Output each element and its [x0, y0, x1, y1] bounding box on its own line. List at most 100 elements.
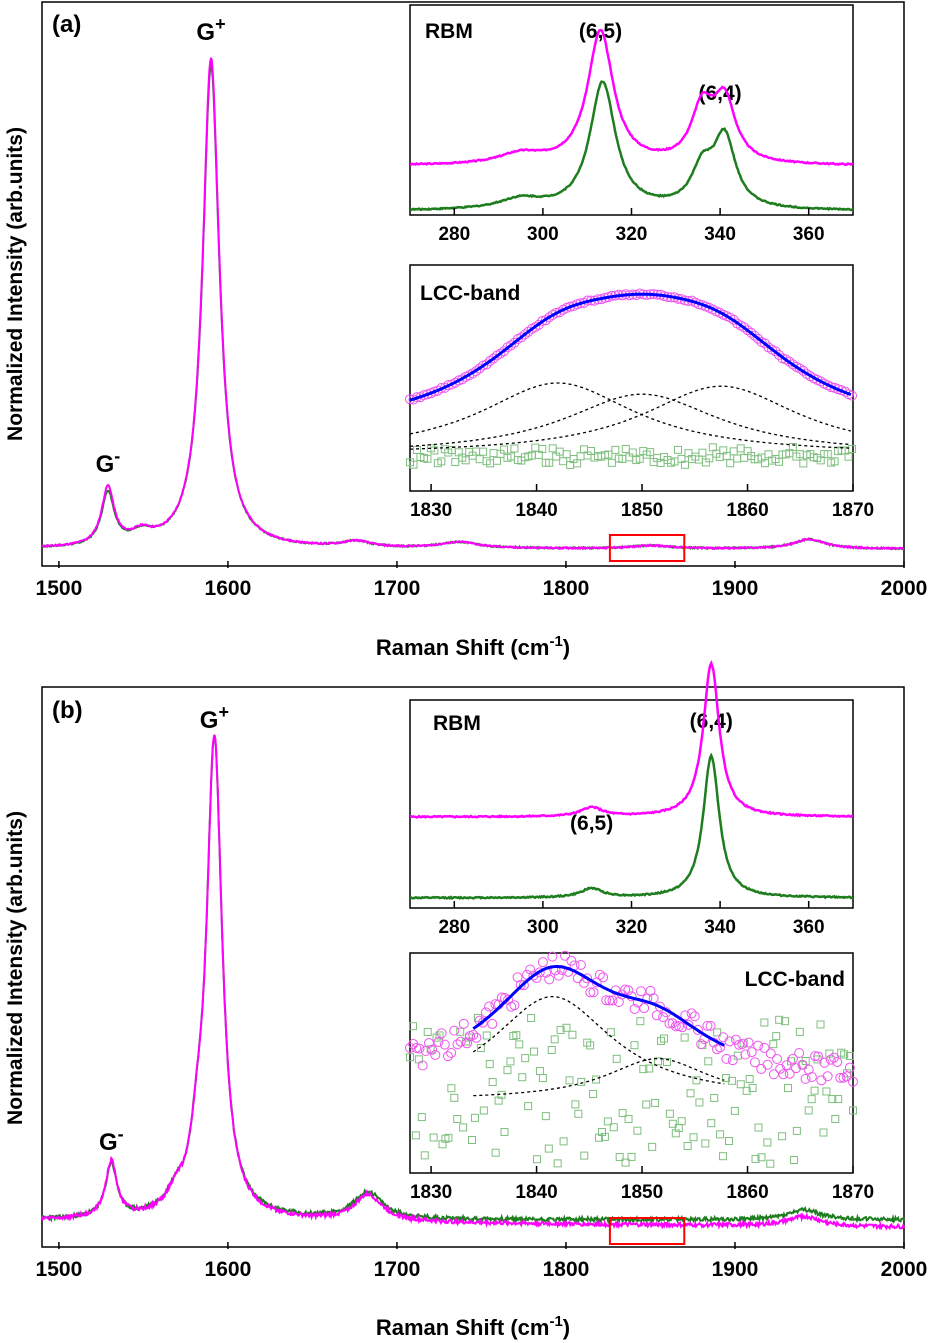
- b-rbm-x-tick-label-4: 360: [793, 917, 825, 938]
- b-lcc-green-point-95: [686, 1089, 695, 1098]
- b-lcc-green-point-21: [468, 1135, 477, 1144]
- b-lcc-magenta-point-35: [515, 979, 526, 990]
- b-lcc-magenta-point-58: [588, 987, 599, 998]
- b-lcc-green-point-71: [615, 1153, 624, 1162]
- b-lcc-green-point-27: [485, 1060, 494, 1069]
- panel-b-rbm-peak-label-64: (6,4): [690, 710, 733, 733]
- panel-a-lcc-green-points: [406, 443, 857, 469]
- b-lcc-magenta-point-136: [835, 1072, 846, 1083]
- a-lcc-green-point-113: [799, 459, 808, 468]
- b-lcc-magenta-point-56: [582, 973, 593, 984]
- b-lcc-magenta-point-79: [654, 1001, 665, 1012]
- b-lcc-green-point-88: [665, 1109, 674, 1118]
- panel-a-rbm-magenta-spectrum: [409, 28, 854, 167]
- a-lcc-green-point-92: [726, 459, 735, 468]
- b-lcc-green-point-64: [595, 1133, 604, 1142]
- a-lcc-green-point-110: [788, 443, 797, 452]
- b-lcc-magenta-point-84: [670, 1021, 681, 1032]
- b-lcc-green-point-107: [722, 1074, 731, 1083]
- b-lcc-magenta-point-140: [848, 1076, 858, 1087]
- b-lcc-green-point-126: [778, 1132, 787, 1141]
- b-lcc-green-point-82: [648, 1142, 657, 1151]
- b-lcc-magenta-point-38: [525, 964, 536, 975]
- b-lcc-green-point-119: [757, 1153, 766, 1162]
- b-lcc-magenta-point-10: [436, 1028, 447, 1039]
- a-lcc-magenta-point-34: [523, 326, 534, 337]
- a-lcc-magenta-point-26: [495, 348, 506, 359]
- b-lcc-green-point-75: [627, 1152, 636, 1161]
- b-lcc-green-point-60: [583, 1038, 592, 1047]
- b-lcc-magenta-point-119: [781, 1060, 792, 1071]
- a-lcc-x-tick-label-2: 1850: [621, 500, 663, 521]
- panel-b-lcc-magenta-points: [405, 950, 858, 1087]
- b-lcc-x-tick-label-1: 1840: [515, 1182, 557, 1203]
- a-lcc-magenta-point-36: [530, 322, 541, 333]
- b-lcc-green-point-45: [538, 1074, 547, 1083]
- b-lcc-green-point-117: [751, 1154, 760, 1163]
- panel-a-highlight-box: [608, 534, 686, 562]
- b-lcc-green-point-127: [781, 1017, 790, 1026]
- b-lcc-component-1: [473, 1058, 725, 1097]
- b-lcc-green-point-87: [662, 1058, 671, 1067]
- panel-a-spectra: [41, 57, 905, 551]
- b-x-tick-label-1: 1600: [205, 1258, 252, 1281]
- b-lcc-green-point-131: [792, 1126, 801, 1135]
- a-rbm-x-tick-label-2: 320: [616, 224, 648, 245]
- panel-a-rbm-peak-label-64: (6,4): [699, 82, 742, 105]
- panel-b-rbm-frame: [409, 699, 854, 909]
- panel-b-x-ticks: 1500 1600 1700 1800 1900 2000: [36, 1242, 927, 1281]
- panel-a-lcc-inset: LCC-band 1830 1840 1850 1860 1870: [405, 264, 874, 521]
- b-lcc-green-point-53: [562, 1023, 571, 1032]
- b-lcc-green-point-118: [754, 1123, 763, 1132]
- panel-a-g-plus-sup: +: [215, 14, 226, 34]
- a-lcc-magenta-point-33: [519, 329, 530, 340]
- b-lcc-magenta-point-127: [806, 1072, 817, 1083]
- b-lcc-magenta-point-60: [594, 969, 605, 980]
- panel-a-rbm-frame: [409, 4, 854, 216]
- b-lcc-magenta-point-120: [784, 1068, 795, 1079]
- b-lcc-green-point-28: [488, 1078, 497, 1087]
- b-x-tick-label-2: 1700: [374, 1258, 421, 1281]
- b-lcc-green-point-15: [450, 1093, 459, 1102]
- b-lcc-green-point-146: [837, 1048, 846, 1057]
- b-rbm-x-tick-label-2: 320: [616, 917, 648, 938]
- b-lcc-magenta-point-64: [607, 995, 618, 1006]
- b-lcc-magenta-point-123: [794, 1048, 805, 1059]
- b-lcc-green-point-40: [524, 1102, 533, 1111]
- b-lcc-magenta-point-14: [449, 1025, 460, 1036]
- b-lcc-green-point-141: [822, 1087, 831, 1096]
- b-lcc-magenta-point-27: [490, 999, 501, 1010]
- b-lcc-green-point-86: [659, 1034, 668, 1043]
- b-lcc-magenta-point-102: [727, 1055, 738, 1066]
- panel-a-frame: [41, 1, 905, 567]
- b-lcc-magenta-point-78: [651, 1010, 662, 1021]
- b-lcc-green-point-93: [680, 1033, 689, 1042]
- b-lcc-green-point-38: [518, 1073, 527, 1082]
- b-lcc-magenta-point-29: [496, 992, 507, 1003]
- b-lcc-green-point-79: [639, 1065, 648, 1074]
- a-lcc-magenta-point-97: [742, 325, 753, 336]
- b-lcc-magenta-point-87: [680, 1010, 691, 1021]
- panel-a-x-ticks: 1500 1600 1700 1800 1900 2000: [36, 561, 927, 600]
- b-lcc-magenta-point-95: [705, 1020, 716, 1031]
- b-lcc-green-point-77: [633, 1126, 642, 1135]
- b-lcc-green-point-33: [503, 1066, 512, 1075]
- b-lcc-magenta-point-138: [841, 1071, 852, 1082]
- b-lcc-magenta-point-44: [544, 974, 555, 985]
- b-lcc-green-point-83: [651, 1098, 660, 1107]
- b-lcc-component-0: [472, 995, 725, 1085]
- a-lcc-magenta-point-127: [847, 390, 858, 401]
- a-lcc-green-point-77: [674, 445, 683, 454]
- b-lcc-magenta-point-23: [477, 1017, 488, 1028]
- b-lcc-magenta-point-82: [664, 1018, 675, 1029]
- b-lcc-green-point-150: [849, 1106, 857, 1115]
- a-lcc-magenta-point-23: [485, 355, 496, 366]
- b-lcc-magenta-point-112: [759, 1042, 770, 1053]
- a-lcc-magenta-point-102: [760, 338, 771, 349]
- b-lcc-green-point-67: [603, 1117, 612, 1126]
- b-lcc-green-point-144: [831, 1114, 840, 1123]
- b-lcc-magenta-point-125: [800, 1073, 811, 1084]
- panel-b-lcc-green-points: [406, 1013, 857, 1168]
- a-lcc-green-point-9: [437, 457, 446, 466]
